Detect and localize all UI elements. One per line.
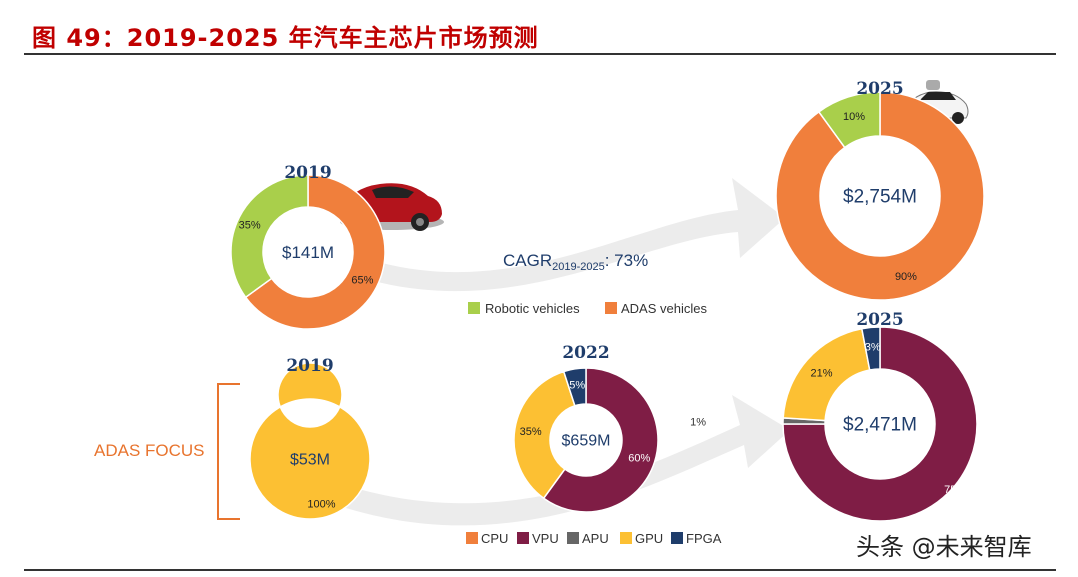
donut-chart-2019-2: 100% $53M 2019 xyxy=(249,356,371,520)
adas-focus-label: ADAS FOCUS xyxy=(94,441,205,460)
top-rule xyxy=(24,53,1056,55)
legend-label-apu: APU xyxy=(582,531,609,546)
donut-total-value: $659M xyxy=(562,433,611,450)
slice-label-fpga: 5% xyxy=(569,380,585,392)
donut-chart-2025-4: 75% 1% 21% 3% $2,471M 2025 xyxy=(690,310,978,522)
donut-year-label: 2025 xyxy=(856,79,903,99)
legend-swatch-robotic xyxy=(468,302,480,314)
cagr-subscript: 2019-2025 xyxy=(552,261,605,273)
donut-slice-fpga xyxy=(860,326,881,371)
donut-total-value: $2,754M xyxy=(843,187,917,208)
slice-label-robotic-vehicles: 10% xyxy=(843,111,865,123)
donut-slice-gpu xyxy=(249,362,371,520)
legend-label-fpga: FPGA xyxy=(686,531,722,546)
donut-chart-2019-0: 65% 35% $141M 2019 xyxy=(230,163,386,330)
slice-label-gpu: 100% xyxy=(307,499,335,511)
legend-swatch-cpu xyxy=(466,532,478,544)
slice-label-apu: 1% xyxy=(690,417,706,429)
donut-total-value: $53M xyxy=(290,452,330,469)
donut-year-label: 2022 xyxy=(562,343,609,363)
donut-slice-robotic-vehicles xyxy=(230,174,309,299)
legend-label-gpu: GPU xyxy=(635,531,663,546)
cagr-annotation: CAGR2019-2025: 73% xyxy=(503,251,648,273)
slice-label-fpga: 3% xyxy=(865,341,881,353)
legend-swatch-gpu xyxy=(620,532,632,544)
donut-slice-adas-vehicles xyxy=(775,91,985,301)
donut-chart-2025-1: 90% 10% $2,754M 2025 xyxy=(775,79,985,301)
slice-label-adas-vehicles: 90% xyxy=(895,271,917,283)
donut-total-value: $141M xyxy=(282,243,334,262)
watermark: 头条 @未来智库 xyxy=(856,533,1032,561)
donut-slice-gpu xyxy=(513,370,576,500)
donut-total-value: $2,471M xyxy=(843,415,917,436)
legend-label-adas: ADAS vehicles xyxy=(621,301,707,316)
donut-year-label: 2019 xyxy=(284,163,331,183)
legend-swatch-fpga xyxy=(671,532,683,544)
legend-bottom: CPU VPU APU GPU FPGA xyxy=(466,531,722,546)
legend-label-robotic: Robotic vehicles xyxy=(485,301,580,316)
donut-chart-2022-3: 60% 35% 5% $659M 2022 xyxy=(513,343,659,513)
legend-label-cpu: CPU xyxy=(481,531,508,546)
donut-year-label: 2025 xyxy=(856,310,903,330)
legend-label-vpu: VPU xyxy=(532,531,559,546)
donut-slice-vpu xyxy=(782,326,978,522)
slice-label-gpu: 35% xyxy=(520,426,542,438)
cagr-prefix: CAGR xyxy=(503,251,552,270)
slice-label-gpu: 21% xyxy=(810,367,832,379)
donut-slice-fpga xyxy=(562,367,587,407)
figure-title: 图 49：2019-2025 年汽车主芯片市场预测 xyxy=(32,24,539,52)
donut-slice-adas-vehicles xyxy=(244,174,386,330)
legend-swatch-vpu xyxy=(517,532,529,544)
donut-slice-robotic-vehicles xyxy=(817,91,881,149)
slice-label-vpu: 60% xyxy=(628,452,650,464)
cagr-value: : 73% xyxy=(605,251,648,270)
donut-slice-vpu xyxy=(542,367,659,513)
legend-top: Robotic vehicles ADAS vehicles xyxy=(468,301,707,316)
donut-year-label: 2019 xyxy=(286,356,333,376)
slice-label-adas-vehicles: 65% xyxy=(351,275,373,287)
slice-label-vpu: 75% xyxy=(944,484,966,496)
bottom-rule xyxy=(24,569,1056,571)
growth-arrow-top xyxy=(370,178,785,292)
adas-focus-bracket xyxy=(217,383,240,520)
legend-swatch-apu xyxy=(567,532,579,544)
legend-swatch-adas xyxy=(605,302,617,314)
slice-label-robotic-vehicles: 35% xyxy=(239,219,261,231)
